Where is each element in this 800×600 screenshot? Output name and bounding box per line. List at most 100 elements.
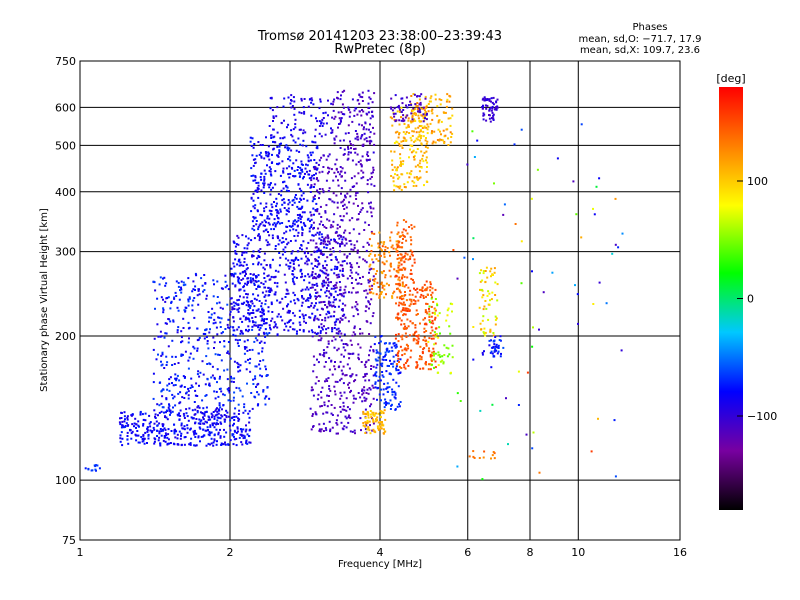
data-point [482, 308, 485, 311]
data-point [211, 365, 214, 368]
data-point [349, 195, 352, 198]
data-point [364, 412, 367, 415]
data-point [279, 174, 282, 177]
data-point [192, 288, 195, 291]
data-point [313, 198, 316, 200]
data-point [178, 379, 181, 382]
data-point [246, 267, 249, 270]
data-point [301, 288, 304, 291]
data-point [393, 290, 396, 293]
data-point [165, 434, 168, 437]
data-point [443, 344, 446, 347]
data-point [267, 231, 269, 233]
data-point [370, 365, 373, 367]
data-point [319, 332, 322, 334]
data-point [264, 365, 267, 368]
data-point [176, 433, 179, 436]
data-point [255, 220, 258, 222]
data-point [298, 321, 301, 324]
data-point [432, 347, 435, 350]
data-point [346, 255, 349, 258]
data-point [370, 267, 373, 270]
data-point [486, 294, 489, 297]
data-point [291, 277, 294, 280]
data-point [160, 402, 163, 405]
data-point [349, 391, 352, 394]
data-point [409, 257, 412, 260]
data-point [392, 365, 395, 368]
data-point [436, 302, 438, 305]
data-point [315, 168, 318, 171]
data-point [426, 303, 429, 305]
data-point [266, 241, 269, 244]
data-point [425, 105, 428, 108]
data-point [366, 419, 369, 422]
data-point [227, 318, 230, 321]
data-point [369, 388, 372, 391]
data-point [196, 327, 199, 330]
data-point [299, 269, 302, 272]
data-point [393, 142, 396, 144]
data-point [242, 315, 245, 318]
data-point [389, 408, 392, 410]
data-point [243, 251, 246, 254]
data-point [373, 92, 376, 95]
colorbar-tick-label: 0 [747, 293, 754, 306]
data-point [336, 276, 339, 279]
data-point [348, 252, 351, 255]
data-point [389, 116, 392, 119]
data-point [431, 142, 434, 145]
data-point [269, 287, 272, 290]
data-point [227, 415, 230, 418]
data-point [495, 100, 498, 103]
data-point [177, 309, 180, 312]
data-point [226, 388, 229, 391]
data-point [158, 422, 161, 425]
data-point [233, 415, 236, 418]
data-point [434, 288, 437, 291]
data-point [194, 285, 197, 288]
data-point [333, 117, 336, 120]
data-point [311, 413, 314, 416]
data-point [430, 297, 433, 300]
data-point [421, 352, 424, 355]
data-point [143, 442, 146, 445]
data-point [357, 273, 360, 276]
data-point [276, 162, 278, 165]
data-point [391, 295, 394, 298]
data-point [442, 361, 445, 364]
data-point [307, 273, 310, 276]
data-point [330, 102, 333, 105]
data-point [357, 392, 360, 394]
data-point [215, 422, 218, 425]
data-point [336, 268, 338, 270]
data-point [361, 134, 364, 136]
data-point [489, 120, 492, 123]
data-point [208, 384, 211, 387]
data-point [199, 371, 202, 374]
data-point [168, 410, 171, 413]
data-point [410, 121, 413, 124]
data-point [403, 285, 406, 288]
data-point [449, 302, 452, 305]
data-point [325, 272, 328, 275]
data-point [208, 320, 210, 323]
data-point [485, 307, 488, 310]
data-point [168, 382, 171, 385]
data-point [252, 378, 255, 381]
data-point [373, 143, 376, 146]
data-point [231, 434, 234, 437]
data-point [259, 324, 262, 327]
data-point [291, 328, 294, 331]
data-point [321, 236, 324, 239]
data-point [408, 293, 411, 296]
data-point [224, 286, 227, 289]
data-point [326, 305, 329, 308]
data-point [292, 280, 295, 283]
data-point [287, 149, 290, 152]
data-point [402, 301, 405, 304]
data-point [350, 248, 353, 251]
data-point [187, 394, 190, 397]
data-point [180, 385, 183, 388]
data-point [300, 198, 303, 201]
